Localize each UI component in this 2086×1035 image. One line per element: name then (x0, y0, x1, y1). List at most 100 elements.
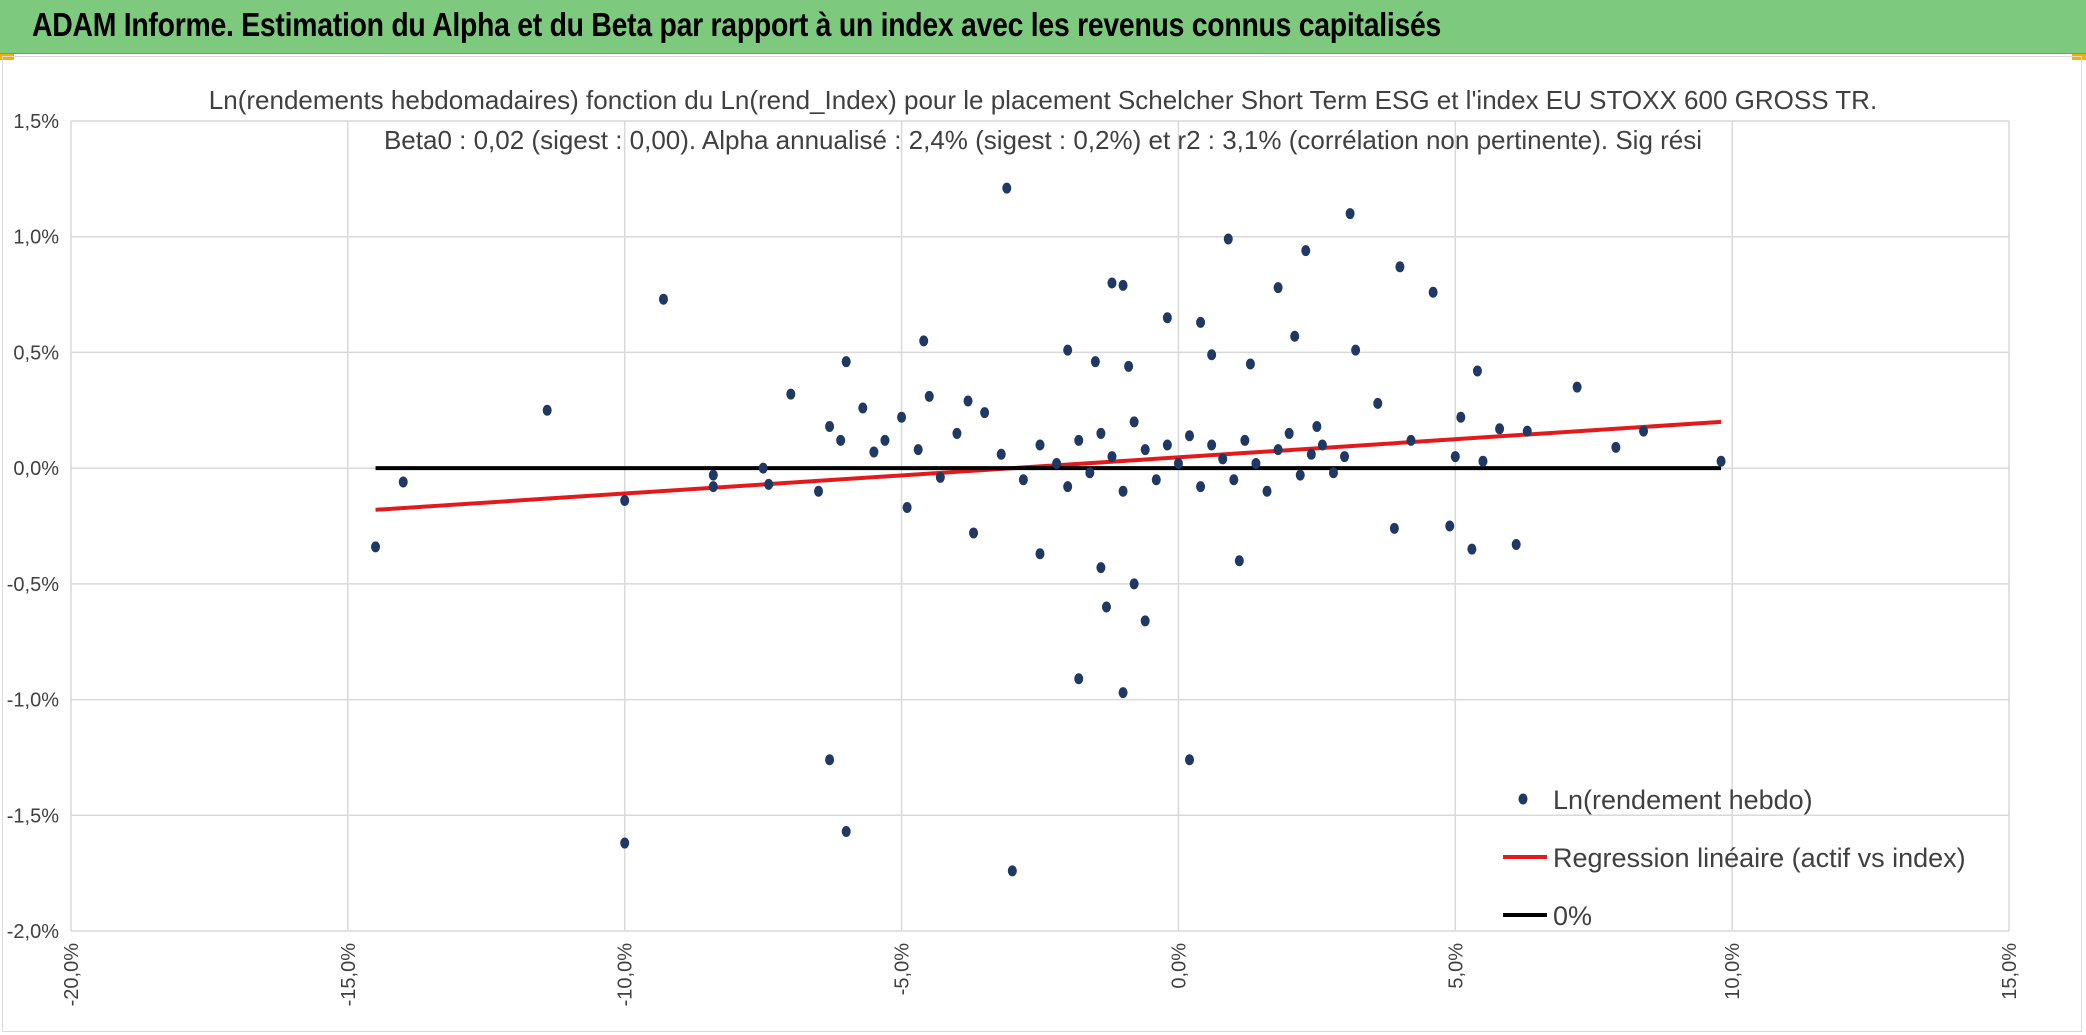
data-point (1295, 469, 1305, 481)
data-point (1162, 439, 1172, 451)
data-point (841, 356, 851, 368)
legend-label: Ln(rendement hebdo) (1553, 785, 1813, 815)
data-point (1162, 312, 1172, 324)
data-point (398, 476, 408, 488)
y-tick-label: 0,5% (13, 342, 59, 364)
scatter-points (371, 182, 1726, 877)
y-tick-label: 1,0% (13, 227, 59, 249)
data-point (858, 402, 868, 414)
data-point (1251, 458, 1261, 470)
data-point (1472, 365, 1482, 377)
y-tick-label: -0,5% (7, 574, 59, 596)
data-point (1234, 555, 1244, 567)
data-point (1035, 548, 1045, 560)
data-point (1118, 279, 1128, 291)
data-point (1495, 423, 1505, 435)
chart-lines (375, 419, 1722, 512)
corner-marker-right (2072, 54, 2086, 60)
data-point (1129, 578, 1139, 590)
scatter-chart: Ln(rendements hebdomadaires) fonction du… (7, 85, 2021, 1006)
x-tick-label: -15,0% (338, 943, 360, 1007)
data-point (764, 478, 774, 490)
data-point (1301, 245, 1311, 257)
data-point (1063, 481, 1073, 493)
data-point (969, 527, 979, 539)
data-point (1140, 615, 1150, 627)
data-point (1428, 286, 1438, 298)
data-point (1262, 485, 1272, 497)
y-tick-label: -1,5% (7, 805, 59, 827)
chart-legend: Ln(rendement hebdo) Regression linéaire (… (1503, 785, 1966, 931)
data-point (1207, 349, 1217, 361)
data-point (1478, 455, 1488, 467)
data-point (1118, 485, 1128, 497)
x-tick-label: -10,0% (615, 943, 637, 1007)
data-point (836, 434, 846, 446)
y-tick-label: 1,5% (13, 111, 59, 133)
data-point (919, 335, 929, 347)
data-point (952, 427, 962, 439)
data-point (1007, 865, 1017, 877)
x-tick-label: -20,0% (61, 943, 83, 1007)
data-point (708, 469, 718, 481)
data-point (1328, 467, 1338, 479)
axis-tick-labels: 1,5% 1,0% 0,5% 0,0% -0,5% -1,0% -1,5% -2,0%-20,… (7, 111, 2021, 1006)
y-tick-label: -1,0% (7, 690, 59, 712)
legend-label: 0% (1553, 901, 1592, 931)
data-point (869, 446, 879, 458)
chart-title-line-1: Ln(rendements hebdomadaires) fonction du… (209, 85, 1877, 115)
data-point (1173, 458, 1183, 470)
data-point (1107, 277, 1117, 289)
data-point (913, 444, 923, 456)
data-point (658, 293, 668, 305)
data-point (897, 411, 907, 423)
data-point (1290, 330, 1300, 342)
data-point (1185, 754, 1195, 766)
y-tick-label: -2,0% (7, 921, 59, 943)
data-point (1196, 481, 1206, 493)
data-point (1450, 451, 1460, 463)
data-point (1052, 458, 1062, 470)
data-point (980, 407, 990, 419)
data-point (708, 481, 718, 493)
chart-title-line-2: Beta0 : 0,02 (sigest : 0,00). Alpha annu… (384, 125, 1702, 155)
data-point (1002, 182, 1012, 194)
data-point (1572, 381, 1582, 393)
data-point (1196, 316, 1206, 328)
data-point (1284, 427, 1294, 439)
x-tick-label: 10,0% (1722, 943, 1744, 1000)
data-point (924, 390, 934, 402)
data-point (620, 495, 630, 507)
regression-line (375, 419, 1722, 512)
data-point (1445, 520, 1455, 532)
data-point (935, 471, 945, 483)
chart-frame: Ln(rendements hebdomadaires) fonction du… (2, 56, 2082, 1032)
data-point (1096, 427, 1106, 439)
data-point (880, 434, 890, 446)
data-point (758, 462, 768, 474)
data-point (542, 404, 552, 416)
data-point (1085, 467, 1095, 479)
data-point (1185, 430, 1195, 442)
data-point (786, 388, 796, 400)
data-point (1140, 444, 1150, 456)
data-point (1639, 425, 1649, 437)
data-point (1107, 451, 1117, 463)
data-point (1063, 344, 1073, 356)
data-point (1340, 451, 1350, 463)
data-point (1317, 439, 1327, 451)
data-point (1312, 420, 1322, 432)
report-title: ADAM Informe. Estimation du Alpha et du … (32, 6, 1442, 43)
data-point (1207, 439, 1217, 451)
data-point (1389, 522, 1399, 534)
data-point (620, 837, 630, 849)
data-point (1456, 411, 1466, 423)
data-point (1351, 344, 1361, 356)
data-point (1074, 434, 1084, 446)
data-point (1118, 687, 1128, 699)
data-point (841, 825, 851, 837)
x-tick-label: 0,0% (1168, 943, 1190, 989)
data-point (1373, 397, 1383, 409)
data-point (825, 754, 835, 766)
data-point (1124, 360, 1134, 372)
